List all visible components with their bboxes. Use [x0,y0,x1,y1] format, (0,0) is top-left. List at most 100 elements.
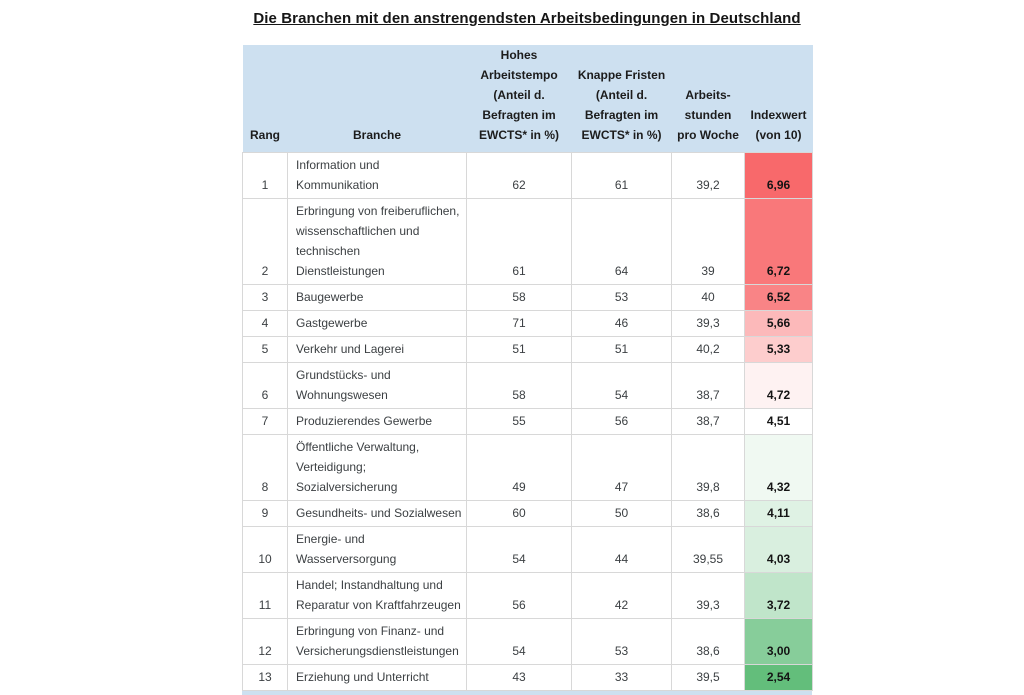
table-row: 6 Grundstücks- und Wohnungswesen 58 54 3… [242,362,813,409]
fristen-cell: 51 [571,336,672,363]
table-row: 13 Erziehung und Unterricht 43 33 39,5 2… [242,664,813,691]
fristen-cell: 64 [571,198,672,285]
fristen-cell: 44 [571,526,672,573]
indexwert-cell: 4,11 [744,500,813,527]
content-area: Die Branchen mit den anstrengendsten Arb… [242,0,813,695]
fristen-cell: 47 [571,434,672,501]
rank-cell: 10 [242,526,288,573]
indexwert-cell: 5,66 [744,310,813,337]
table-row: 3 Baugewerbe 58 53 40 6,52 [242,284,813,311]
indexwert-cell: 6,96 [744,152,813,199]
table-row: 1 Information und Kommunikation 62 61 39… [242,152,813,199]
tempo-cell: 49 [466,434,572,501]
branche-cell: Gastgewerbe [287,310,467,337]
table-body: 1 Information und Kommunikation 62 61 39… [242,152,813,691]
rank-cell: 7 [242,408,288,435]
rank-cell: 6 [242,362,288,409]
rank-cell: 11 [242,572,288,619]
fristen-cell: 33 [571,664,672,691]
col-header-rang: Rang [242,45,288,153]
header-row: Rang Branche Hohes Arbeitstempo (Anteil … [242,45,813,153]
branche-cell: Erbringung von freiberuflichen, wissensc… [287,198,467,285]
indexwert-cell: 4,32 [744,434,813,501]
indexwert-cell: 3,00 [744,618,813,665]
stunden-cell: 39,3 [671,310,745,337]
branche-cell: Öffentliche Verwaltung, Verteidigung; So… [287,434,467,501]
indexwert-cell: 3,72 [744,572,813,619]
fristen-cell: 54 [571,362,672,409]
stunden-cell: 39,5 [671,664,745,691]
table-row: 7 Produzierendes Gewerbe 55 56 38,7 4,51 [242,408,813,435]
rank-cell: 3 [242,284,288,311]
rank-cell: 12 [242,618,288,665]
tempo-cell: 62 [466,152,572,199]
rank-cell: 1 [242,152,288,199]
table-row: 8 Öffentliche Verwaltung, Verteidigung; … [242,434,813,501]
rank-cell: 13 [242,664,288,691]
indexwert-cell: 4,51 [744,408,813,435]
branche-cell: Erziehung und Unterricht [287,664,467,691]
indexwert-cell: 4,72 [744,362,813,409]
indexwert-cell: 2,54 [744,664,813,691]
table-row: 4 Gastgewerbe 71 46 39,3 5,66 [242,310,813,337]
col-header-arbeitsstunden: Arbeits- stunden pro Woche [671,45,745,153]
tempo-cell: 58 [466,362,572,409]
tempo-cell: 55 [466,408,572,435]
stunden-cell: 39,8 [671,434,745,501]
table-row: 2 Erbringung von freiberuflichen, wissen… [242,198,813,285]
indexwert-cell: 6,72 [744,198,813,285]
branche-cell: Erbringung von Finanz- und Versicherungs… [287,618,467,665]
stunden-cell: 39,2 [671,152,745,199]
tempo-cell: 54 [466,526,572,573]
branche-cell: Gesundheits- und Sozialwesen [287,500,467,527]
tempo-cell: 43 [466,664,572,691]
indexwert-cell: 6,52 [744,284,813,311]
branche-cell: Energie- und Wasserversorgung [287,526,467,573]
stunden-cell: 38,7 [671,408,745,435]
table-row: 10 Energie- und Wasserversorgung 54 44 3… [242,526,813,573]
col-header-branche: Branche [287,45,467,153]
table-row: 12 Erbringung von Finanz- und Versicheru… [242,618,813,665]
stunden-cell: 39,55 [671,526,745,573]
col-header-arbeitstempo: Hohes Arbeitstempo (Anteil d. Befragten … [466,45,572,153]
table-header: Rang Branche Hohes Arbeitstempo (Anteil … [242,45,813,153]
fristen-cell: 42 [571,572,672,619]
indexwert-cell: 4,03 [744,526,813,573]
branche-cell: Baugewerbe [287,284,467,311]
rank-cell: 2 [242,198,288,285]
rank-cell: 4 [242,310,288,337]
tempo-cell: 71 [466,310,572,337]
stunden-cell: 40,2 [671,336,745,363]
table-row: 9 Gesundheits- und Sozialwesen 60 50 38,… [242,500,813,527]
tempo-cell: 56 [466,572,572,619]
fristen-cell: 53 [571,284,672,311]
stunden-cell: 39,3 [671,572,745,619]
stunden-cell: 40 [671,284,745,311]
stunden-cell: 39 [671,198,745,285]
stunden-cell: 38,6 [671,618,745,665]
stunden-cell: 38,7 [671,362,745,409]
branche-cell: Grundstücks- und Wohnungswesen [287,362,467,409]
fristen-cell: 53 [571,618,672,665]
tempo-cell: 58 [466,284,572,311]
branche-cell: Produzierendes Gewerbe [287,408,467,435]
page-title: Die Branchen mit den anstrengendsten Arb… [253,10,801,27]
fristen-cell: 50 [571,500,672,527]
table-bottom-border [242,691,812,695]
fristen-cell: 46 [571,310,672,337]
table-row: 11 Handel; Instandhaltung und Reparatur … [242,572,813,619]
fristen-cell: 56 [571,408,672,435]
tempo-cell: 51 [466,336,572,363]
col-header-indexwert: Indexwert (von 10) [744,45,813,153]
industry-ranking-table: Rang Branche Hohes Arbeitstempo (Anteil … [242,45,813,691]
branche-cell: Verkehr und Lagerei [287,336,467,363]
indexwert-cell: 5,33 [744,336,813,363]
rank-cell: 9 [242,500,288,527]
rank-cell: 8 [242,434,288,501]
rank-cell: 5 [242,336,288,363]
col-header-knappe-fristen: Knappe Fristen (Anteil d. Befragten im E… [571,45,672,153]
tempo-cell: 60 [466,500,572,527]
stunden-cell: 38,6 [671,500,745,527]
fristen-cell: 61 [571,152,672,199]
branche-cell: Information und Kommunikation [287,152,467,199]
